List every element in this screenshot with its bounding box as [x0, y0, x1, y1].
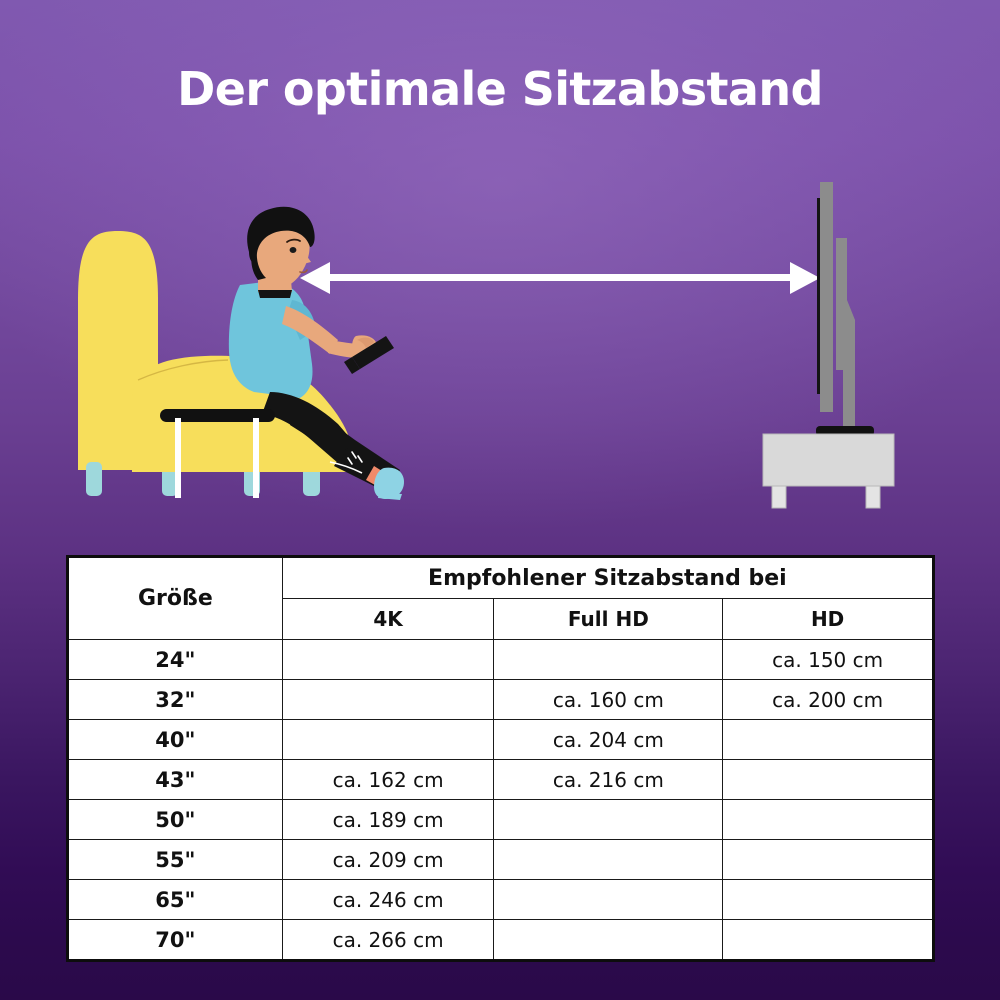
cell-size: 40": [67, 719, 283, 760]
cell-size: 50": [67, 799, 283, 840]
cell-size: 55": [67, 839, 283, 880]
footstool: [160, 409, 275, 498]
cell-hd: [722, 799, 934, 840]
header-fullhd: Full HD: [493, 598, 724, 640]
cell-size: 43": [67, 759, 283, 800]
table-row: 65" ca. 246 cm: [67, 879, 934, 920]
table-header-row-group: Größe Empfohlener Sitzabstand bei: [67, 556, 935, 640]
cell-size: 70": [67, 919, 283, 961]
cell-size: 24": [67, 639, 283, 680]
table-row: 70" ca. 266 cm: [67, 919, 934, 961]
table-row: 55" ca. 209 cm: [67, 839, 934, 880]
cell-hd: [722, 839, 934, 880]
header-4k: 4K: [281, 598, 495, 640]
cell-4k: ca. 209 cm: [281, 839, 495, 880]
cell-fullhd: ca. 160 cm: [493, 679, 724, 720]
armchair: [78, 231, 354, 496]
table-row: 50" ca. 189 cm: [67, 799, 934, 840]
header-group: Empfohlener Sitzabstand bei: [281, 556, 935, 599]
page-title: Der optimale Sitzabstand: [177, 62, 823, 116]
table-header-row-sub: 4K Full HD HD: [68, 598, 934, 640]
table-body: 24" ca. 150 cm 32" ca. 160 cm ca. 200 cm…: [67, 639, 934, 961]
television: [816, 182, 874, 436]
cell-hd: ca. 150 cm: [722, 639, 934, 680]
cell-fullhd: [493, 799, 724, 840]
cell-4k: ca. 189 cm: [281, 799, 495, 840]
table-row: 43" ca. 162 cm ca. 216 cm: [67, 759, 934, 800]
cell-fullhd: [493, 919, 724, 961]
distance-arrow: [300, 262, 820, 294]
cell-size: 32": [67, 679, 283, 720]
cell-fullhd: [493, 879, 724, 920]
cell-4k: ca. 266 cm: [281, 919, 495, 961]
cell-4k: ca. 246 cm: [281, 879, 495, 920]
cell-hd: ca. 200 cm: [722, 679, 934, 720]
header-hd: HD: [722, 598, 934, 640]
cell-size: 65": [67, 879, 283, 920]
table-row: 24" ca. 150 cm: [67, 639, 934, 680]
cell-fullhd: [493, 839, 724, 880]
cell-4k: [281, 719, 495, 760]
tv-remote: [344, 336, 394, 374]
cell-fullhd: ca. 216 cm: [493, 759, 724, 800]
cell-4k: ca. 162 cm: [281, 759, 495, 800]
table-row: 40" ca. 204 cm: [67, 719, 934, 760]
cell-hd: [722, 719, 934, 760]
seated-person: [228, 206, 404, 500]
cell-hd: [722, 879, 934, 920]
illustration-scene: [78, 182, 895, 509]
cell-fullhd: ca. 204 cm: [493, 719, 724, 760]
cell-hd: [722, 919, 934, 961]
cell-4k: [281, 679, 495, 720]
header-size: Größe: [67, 556, 283, 640]
cell-4k: [281, 639, 495, 680]
table-row: 32" ca. 160 cm ca. 200 cm: [67, 679, 934, 720]
tv-cabinet: [762, 433, 895, 509]
cell-hd: [722, 759, 934, 800]
distance-table: Größe Empfohlener Sitzabstand bei 4K Ful…: [66, 555, 935, 962]
cell-fullhd: [493, 639, 724, 680]
